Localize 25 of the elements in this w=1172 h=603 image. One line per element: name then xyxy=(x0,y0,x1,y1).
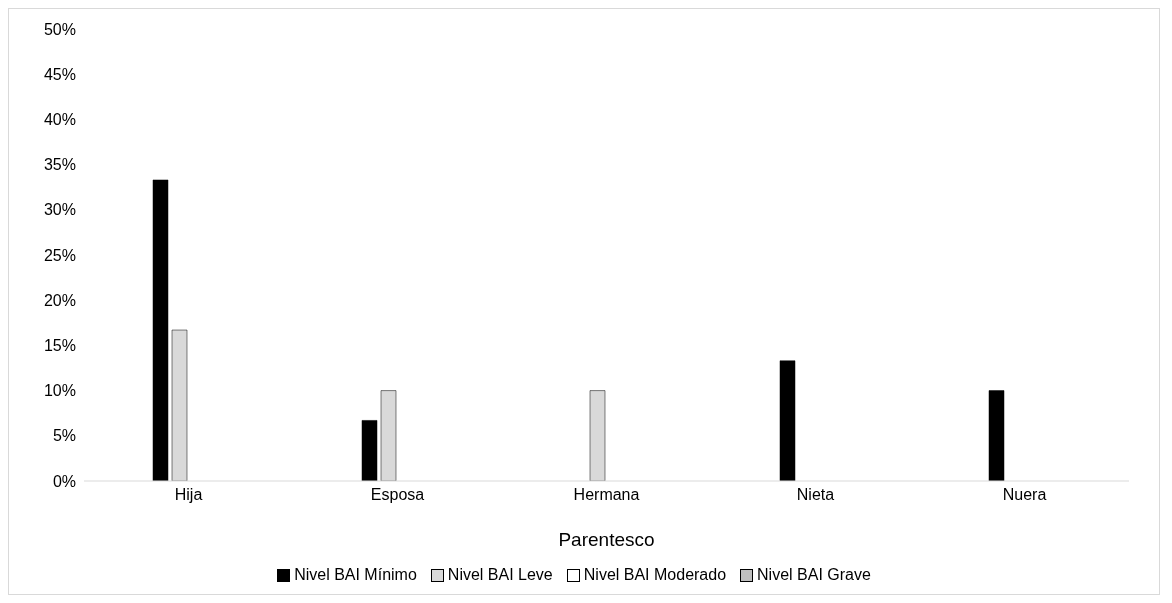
y-tick-label: 40% xyxy=(43,111,76,129)
legend-label: Nivel BAI Mínimo xyxy=(294,566,417,584)
x-axis-title: Parentesco xyxy=(558,529,655,550)
bar xyxy=(779,360,796,481)
y-tick-label: 45% xyxy=(43,65,76,83)
y-tick-label: 50% xyxy=(43,20,76,38)
legend-label: Nivel BAI Moderado xyxy=(583,566,727,584)
bar xyxy=(361,420,378,481)
y-tick-label: 30% xyxy=(43,201,76,219)
y-tick-label: 35% xyxy=(43,156,76,174)
x-tick-label: Hija xyxy=(174,486,203,504)
legend-label: Nivel BAI Grave xyxy=(757,566,871,584)
bar xyxy=(152,179,169,481)
x-tick-label: Nieta xyxy=(796,486,835,504)
y-tick-label: 15% xyxy=(43,337,76,355)
x-tick-label: Esposa xyxy=(370,486,425,504)
y-tick-label: 25% xyxy=(43,246,76,264)
y-tick-label: 20% xyxy=(43,291,76,309)
x-tick-label: Hermana xyxy=(573,486,640,504)
y-tick-label: 5% xyxy=(52,427,76,445)
x-tick-label: Nuera xyxy=(1002,486,1047,504)
y-tick-label: 0% xyxy=(52,472,76,490)
y-tick-label: 10% xyxy=(43,382,76,400)
bar xyxy=(988,390,1005,481)
legend-label: Nivel BAI Leve xyxy=(447,566,553,584)
